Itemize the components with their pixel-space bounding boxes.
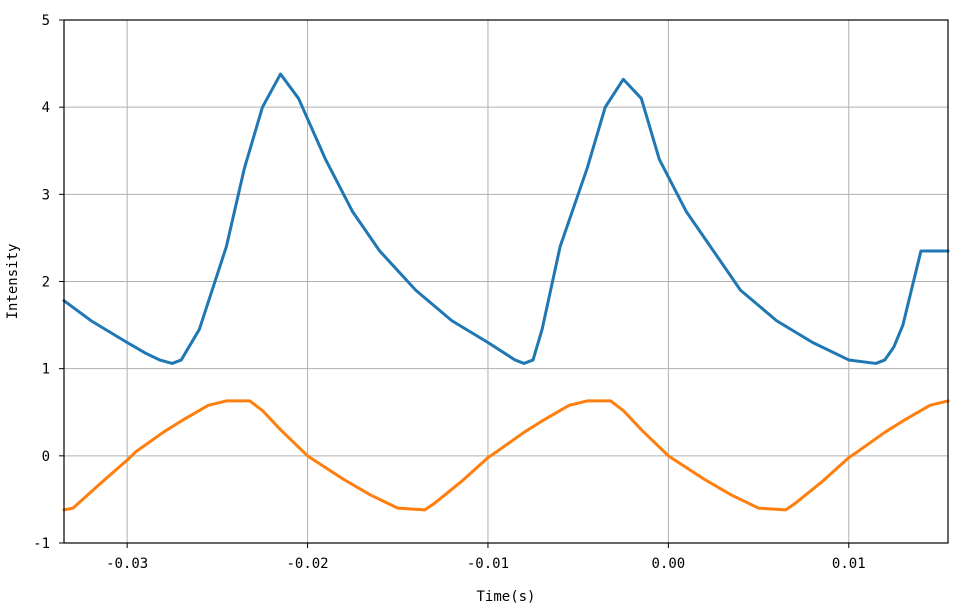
y-tick-label: 4 <box>42 100 50 116</box>
y-tick-label: 3 <box>42 187 50 203</box>
y-tick-label: 0 <box>42 449 50 465</box>
x-tick-label: -0.01 <box>467 556 509 572</box>
y-tick-label: 1 <box>42 362 50 378</box>
y-axis-title: Intensity <box>5 244 21 320</box>
axis-ticks: -0.03 -0.02 -0.01 0.00 0.01 -1 0 1 2 3 4 5 <box>33 13 865 572</box>
grid-lines <box>64 19 948 544</box>
y-tick-label: 2 <box>42 275 50 291</box>
series-layer <box>62 72 950 512</box>
x-tick-label: 0.00 <box>652 556 686 572</box>
series-line-1 <box>62 72 950 365</box>
x-tick-label: 0.01 <box>832 556 866 572</box>
x-tick-label: -0.03 <box>106 556 148 572</box>
x-axis-title: Time(s) <box>476 589 535 605</box>
y-tick-label: -1 <box>33 536 50 552</box>
y-tick-label: 5 <box>42 13 50 29</box>
series-line-2 <box>62 399 950 512</box>
x-tick-label: -0.02 <box>286 556 328 572</box>
